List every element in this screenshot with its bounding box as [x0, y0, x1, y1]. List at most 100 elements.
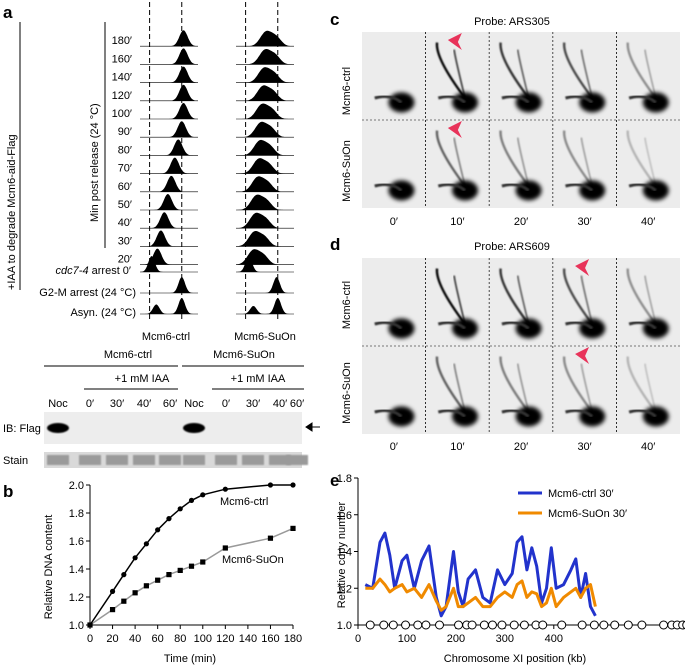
time-row-label: 20′	[118, 254, 132, 266]
origin-marker	[637, 620, 647, 630]
gel-bubble-arc	[626, 130, 657, 187]
data-point	[200, 559, 206, 565]
x-tick-label: 100	[398, 633, 416, 645]
legend-label-ctrl: Mcm6-ctrl 30′	[548, 488, 614, 500]
data-point	[188, 497, 195, 503]
y-tick-label: 1.2	[69, 592, 84, 604]
data-point	[143, 541, 149, 547]
origin-marker	[365, 620, 375, 630]
data-point	[200, 492, 206, 498]
data-point	[121, 598, 127, 604]
origin-marker	[454, 620, 464, 630]
chart-b-series-label-suon: Mcm6-SuOn	[222, 554, 284, 566]
data-point	[222, 486, 228, 492]
origin-marker	[538, 620, 548, 630]
x-tick-label: 160	[261, 633, 279, 645]
series-line	[365, 577, 597, 612]
gel-linear-arc	[501, 183, 530, 192]
x-tick-label: 140	[239, 633, 257, 645]
histogram-ctrl	[140, 157, 198, 174]
gel-cell	[499, 268, 542, 339]
time-row-label: 140′	[112, 72, 132, 84]
time-row-label: 40′	[118, 217, 132, 229]
arrowhead-icon	[447, 121, 462, 138]
histogram-suon	[236, 85, 294, 101]
origin-marker	[509, 620, 519, 630]
histogram-ctrl	[140, 212, 198, 229]
gel-col-label: 20′	[514, 441, 528, 453]
legend-label-suon: Mcm6-SuOn 30′	[548, 508, 627, 520]
histogram-suon	[236, 212, 294, 229]
histogram-ctrl	[140, 175, 198, 192]
blot-flag-membrane	[44, 412, 302, 444]
histogram-ctrl-arrest	[140, 256, 198, 272]
blot-lane-label: Noc	[48, 398, 68, 410]
cdc7-arrest-label: cdc7-4 arrest 0′	[56, 265, 131, 277]
x-tick-label: 180	[284, 633, 302, 645]
origin-marker	[497, 620, 507, 630]
y-tick-label: 1.2	[337, 583, 352, 595]
gel-y-arc	[644, 49, 657, 99]
x-tick-label: 80	[174, 633, 186, 645]
gel-linear-arc	[501, 321, 530, 330]
series-line	[89, 527, 294, 626]
stain-band	[269, 455, 291, 465]
gel-y-arc	[517, 137, 530, 187]
origin-marker	[610, 620, 620, 630]
histogram-suon	[236, 158, 294, 174]
origin-marker	[589, 620, 599, 630]
gel-linear-arc	[628, 183, 657, 192]
panel-a: +IAA to degrade Mcm6-aid-Flag Min post r…	[3, 2, 320, 468]
histogram-suon-arrest	[236, 298, 294, 314]
gel-bubble-arc	[626, 42, 657, 99]
stain-band	[286, 455, 308, 465]
gel-col-label: 20′	[514, 216, 528, 228]
histogram-ctrl-arrest	[140, 298, 198, 314]
chart-e-xlabel: Chromosome XI position (kb)	[444, 653, 586, 665]
y-tick-label: 1.4	[69, 564, 84, 576]
gel-bubble-arc	[499, 42, 530, 99]
gel-cell	[626, 268, 669, 339]
blot-lane-label: Noc	[184, 398, 204, 410]
origin-marker	[435, 620, 444, 630]
data-point	[267, 482, 274, 488]
gel-col-label: 40′	[641, 441, 655, 453]
panel-d: Probe: ARS609 Mcm6-ctrl Mcm6-SuOn 0′ 10′ 2…	[341, 241, 680, 453]
data-point	[166, 572, 172, 578]
blot-row-label-stain: Stain	[3, 455, 28, 467]
blot-band-suon-noc	[183, 423, 205, 433]
histogram-suon-arrest	[236, 256, 294, 272]
x-tick-label: 200	[447, 633, 465, 645]
gel-linear-arc	[437, 409, 466, 418]
chart-e-ylabel: Relative copy number	[336, 501, 348, 608]
data-point	[87, 622, 93, 628]
histogram-ctrl	[140, 84, 198, 101]
histogram-ctrl	[140, 30, 198, 47]
gel-cell	[435, 42, 479, 113]
histogram-ctrl	[140, 248, 198, 265]
blot-stain-bands	[47, 455, 308, 465]
gel-col-label: 0′	[390, 441, 398, 453]
data-point	[177, 506, 183, 512]
gel-linear-arc	[628, 95, 657, 104]
histogram-suon-arrest	[236, 277, 294, 293]
gel-cell	[499, 130, 542, 201]
blot-group-label-ctrl: Mcm6-ctrl	[104, 349, 152, 361]
panel-e-chart: 1.0 1.2 1.4 1.6 1.8 0 100 200 300 400 Relative co…	[336, 473, 685, 665]
origin-marker	[401, 620, 411, 630]
origin-marker	[519, 620, 529, 630]
gel-cell	[563, 356, 606, 427]
gel-cell	[499, 42, 542, 113]
data-point	[132, 590, 138, 596]
gel-y-arc	[453, 363, 466, 413]
series-line	[364, 531, 597, 618]
gel-col-label: 30′	[577, 216, 591, 228]
gel-linear-arc	[374, 95, 403, 104]
x-tick-label: 20	[106, 633, 118, 645]
gel-linear-arc	[374, 409, 403, 418]
cdc7-name: cdc7-4	[56, 265, 89, 277]
blot-lane-label: 0′	[222, 398, 230, 410]
gel-linear-arc	[374, 321, 403, 330]
gel-y-arc	[580, 275, 594, 325]
y-tick-label: 1.6	[337, 510, 352, 522]
